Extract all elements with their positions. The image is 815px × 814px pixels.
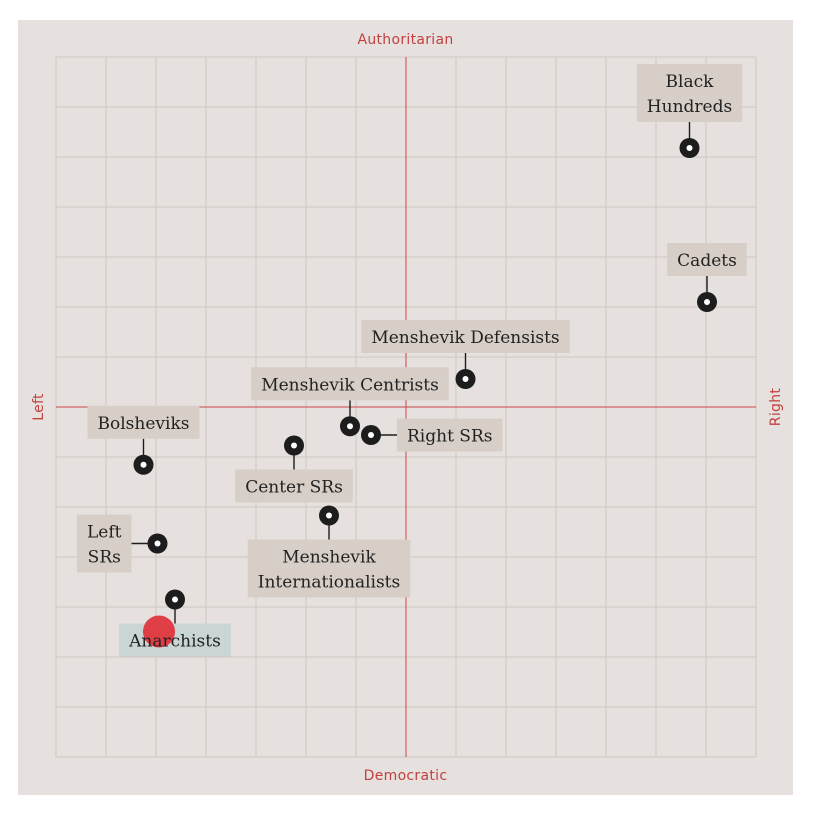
- point-label-line: Center SRs: [245, 478, 343, 498]
- point-label-line: Menshevik Centrists: [261, 375, 439, 395]
- label-box: [87, 405, 200, 439]
- point-marker-center: [686, 145, 693, 151]
- point-label-line: Right SRs: [407, 427, 492, 447]
- point-label-line: Black: [666, 72, 715, 92]
- label-box: [636, 64, 743, 122]
- point-label: Cadets: [677, 251, 737, 271]
- label-box: [77, 514, 132, 573]
- axis-label-left: Left: [31, 393, 47, 421]
- label-box: [247, 539, 411, 598]
- point-label: Black Hundreds: [647, 72, 732, 117]
- point-group: Anarchists: [119, 589, 231, 657]
- chart-panel: Authoritarian Democratic Left Right Blac…: [18, 20, 793, 795]
- label-box: [667, 243, 747, 276]
- axis-label-bottom: Democratic: [364, 768, 448, 784]
- point-label-line: Internationalists: [258, 573, 401, 593]
- political-compass-chart: Authoritarian Democratic Left Right Blac…: [31, 32, 784, 784]
- axis-label-right: Right: [768, 388, 784, 427]
- axis-label-top: Authoritarian: [357, 32, 453, 48]
- label-box: [119, 623, 231, 657]
- point-label-line: Left: [87, 523, 122, 543]
- label-box: [397, 418, 503, 452]
- point-group: Menshevik Internationalists: [247, 505, 411, 598]
- point-label: Menshevik Internationalists: [258, 548, 401, 593]
- highlight-marker: [143, 615, 175, 648]
- point-group: Center SRs: [235, 435, 353, 503]
- data-points: Black Hundreds Cadets Menshevik Defensists M…: [77, 64, 747, 657]
- point-label: Right SRs: [407, 427, 492, 447]
- point-group: Cadets: [667, 243, 747, 312]
- point-label: Bolsheviks: [98, 414, 190, 434]
- point-marker-center: [462, 376, 469, 382]
- point-marker-center: [291, 442, 297, 449]
- label-box: [361, 320, 570, 353]
- point-label-line: SRs: [88, 548, 121, 568]
- point-group: Menshevik Defensists: [361, 320, 570, 389]
- label-box: [251, 367, 449, 401]
- point-group: Black Hundreds: [636, 64, 743, 158]
- point-group: Menshevik Centrists: [251, 367, 449, 437]
- point-marker-center: [704, 299, 710, 305]
- point-label-line: Bolsheviks: [98, 414, 190, 434]
- point-label: Anarchists: [128, 632, 221, 652]
- point-group: Left SRs: [77, 514, 168, 573]
- point-marker-center: [140, 461, 147, 468]
- point-label: Menshevik Centrists: [261, 375, 439, 395]
- point-label: Center SRs: [245, 478, 343, 498]
- point-label-line: Cadets: [677, 251, 737, 271]
- point-label-line: Menshevik Defensists: [371, 328, 559, 348]
- point-marker-center: [347, 423, 353, 430]
- point-marker-center: [368, 432, 374, 438]
- point-label-line: Anarchists: [128, 632, 221, 652]
- point-group: Right SRs: [361, 418, 503, 452]
- point-label-line: Menshevik: [282, 548, 376, 568]
- point-label: Left SRs: [87, 523, 122, 568]
- point-marker-center: [172, 596, 178, 603]
- point-group: Bolsheviks: [87, 405, 200, 475]
- point-label-line: Hundreds: [647, 97, 732, 117]
- point-marker-center: [154, 540, 161, 547]
- point-label: Menshevik Defensists: [371, 328, 559, 348]
- point-marker-center: [326, 512, 332, 519]
- label-box: [235, 469, 353, 503]
